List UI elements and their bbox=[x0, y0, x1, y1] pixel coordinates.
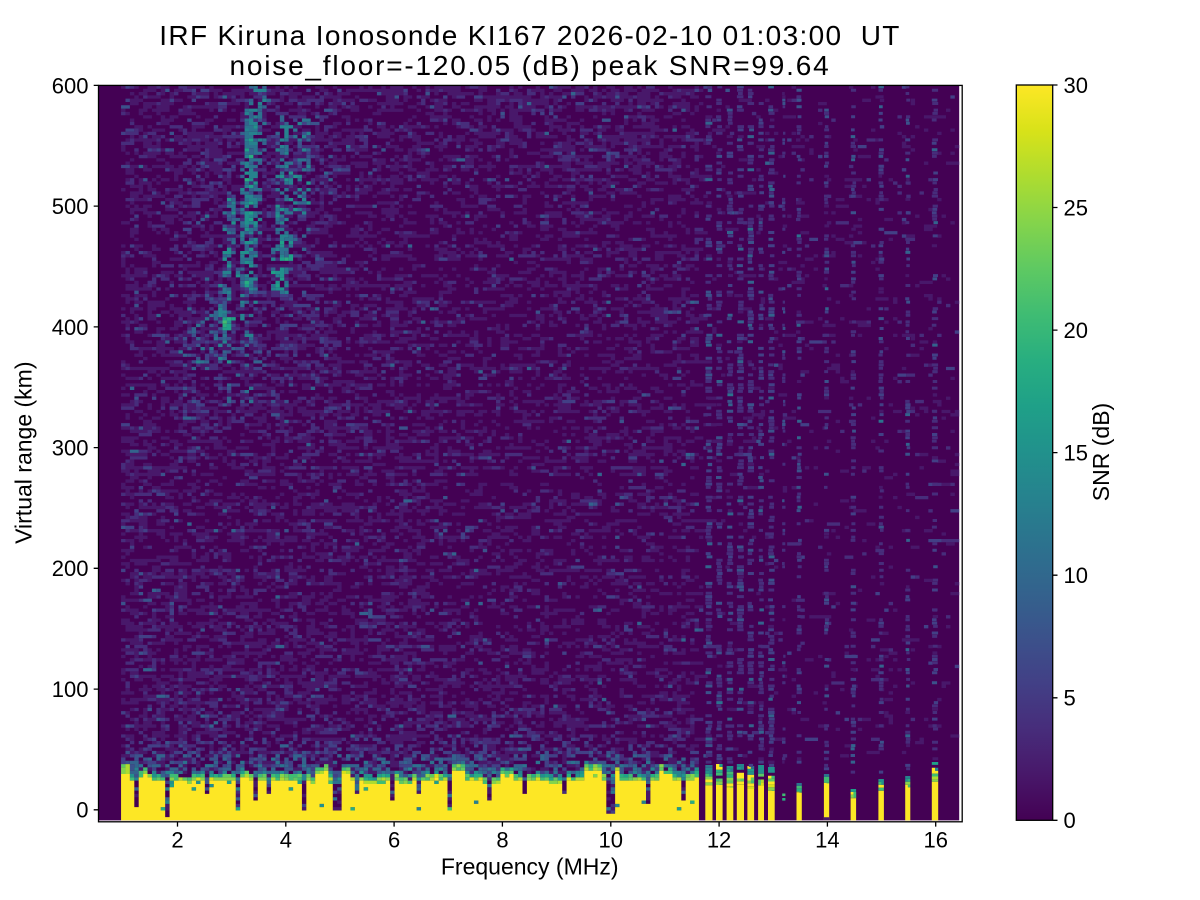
svg-text:10: 10 bbox=[599, 828, 623, 853]
svg-text:20: 20 bbox=[1064, 318, 1088, 343]
svg-text:14: 14 bbox=[815, 828, 839, 853]
svg-text:IRF Kiruna Ionosonde KI167 202: IRF Kiruna Ionosonde KI167 2026-02-10 01… bbox=[159, 20, 901, 51]
svg-text:8: 8 bbox=[496, 828, 508, 853]
svg-text:5: 5 bbox=[1064, 686, 1076, 711]
svg-text:Virtual range (km): Virtual range (km) bbox=[11, 362, 37, 544]
svg-text:30: 30 bbox=[1064, 73, 1088, 98]
svg-text:500: 500 bbox=[52, 194, 89, 219]
svg-text:600: 600 bbox=[52, 73, 89, 98]
svg-text:400: 400 bbox=[52, 315, 89, 340]
svg-text:16: 16 bbox=[923, 828, 947, 853]
svg-text:12: 12 bbox=[707, 828, 731, 853]
svg-text:100: 100 bbox=[52, 677, 89, 702]
svg-text:25: 25 bbox=[1064, 195, 1088, 220]
svg-text:0: 0 bbox=[76, 798, 88, 823]
svg-text:4: 4 bbox=[280, 828, 292, 853]
svg-text:0: 0 bbox=[1064, 808, 1076, 833]
svg-text:SNR (dB): SNR (dB) bbox=[1088, 403, 1114, 501]
svg-text:2: 2 bbox=[171, 828, 183, 853]
svg-text:300: 300 bbox=[52, 436, 89, 461]
svg-text:Frequency (MHz): Frequency (MHz) bbox=[441, 853, 619, 879]
svg-text:6: 6 bbox=[388, 828, 400, 853]
svg-text:noise_floor=-120.05 (dB) peak: noise_floor=-120.05 (dB) peak SNR=99.64 bbox=[230, 50, 831, 81]
svg-text:15: 15 bbox=[1064, 441, 1088, 466]
svg-text:10: 10 bbox=[1064, 563, 1088, 588]
svg-text:200: 200 bbox=[52, 556, 89, 581]
